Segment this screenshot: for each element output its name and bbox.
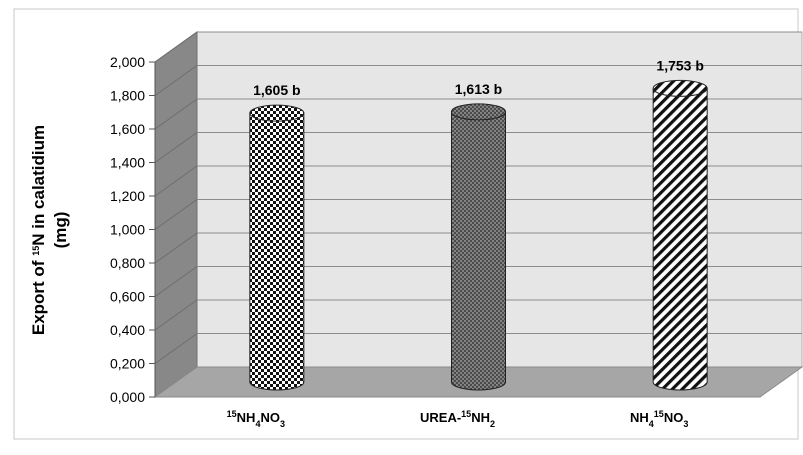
bar-body: [249, 112, 305, 391]
y-tick-label: 1,200: [110, 188, 145, 204]
bar-body: [451, 111, 506, 391]
side-gridline: [154, 132, 198, 163]
y-tick-label: 0,200: [110, 356, 145, 372]
side-gridline: [154, 299, 198, 331]
y-tick-label: 1,600: [110, 121, 145, 137]
y-tick-label: 1,400: [110, 155, 145, 171]
y-tick-label: 0,600: [110, 289, 145, 305]
bar-top: [652, 79, 708, 97]
data-label: 1,753 b: [656, 57, 703, 73]
side-gridline: [154, 199, 198, 230]
y-tick-label: 1,000: [110, 222, 145, 238]
x-category-label: NH415NO3: [630, 409, 688, 429]
bar-top: [451, 103, 506, 121]
data-label: 1,605 b: [253, 82, 300, 98]
side-gridline: [154, 165, 198, 197]
y-tick-label: 0,400: [110, 322, 145, 338]
bar-top: [249, 104, 305, 122]
y-tick-label: 0,800: [110, 255, 145, 271]
side-gridline: [154, 232, 198, 264]
side-gridline: [154, 333, 198, 364]
side-gridline: [154, 65, 198, 96]
x-category-label: UREA-15NH2: [420, 409, 495, 429]
side-gridline: [154, 98, 198, 130]
y-axis-title-unit: (mg): [51, 212, 70, 249]
side-gridline: [154, 31, 198, 63]
data-label: 1,613 b: [455, 81, 502, 97]
y-tick-label: 0,000: [110, 389, 145, 405]
bar: [652, 79, 708, 391]
y-tick-label: 2,000: [110, 54, 145, 70]
bar: [451, 103, 506, 391]
side-gridline: [154, 266, 198, 297]
x-category-label: 15NH4NO3: [227, 409, 285, 429]
bar-body: [652, 87, 708, 391]
y-axis-title: Export of 15N in calatidium: [29, 125, 48, 335]
y-tick-label: 1,800: [110, 88, 145, 104]
bar: [249, 104, 305, 391]
